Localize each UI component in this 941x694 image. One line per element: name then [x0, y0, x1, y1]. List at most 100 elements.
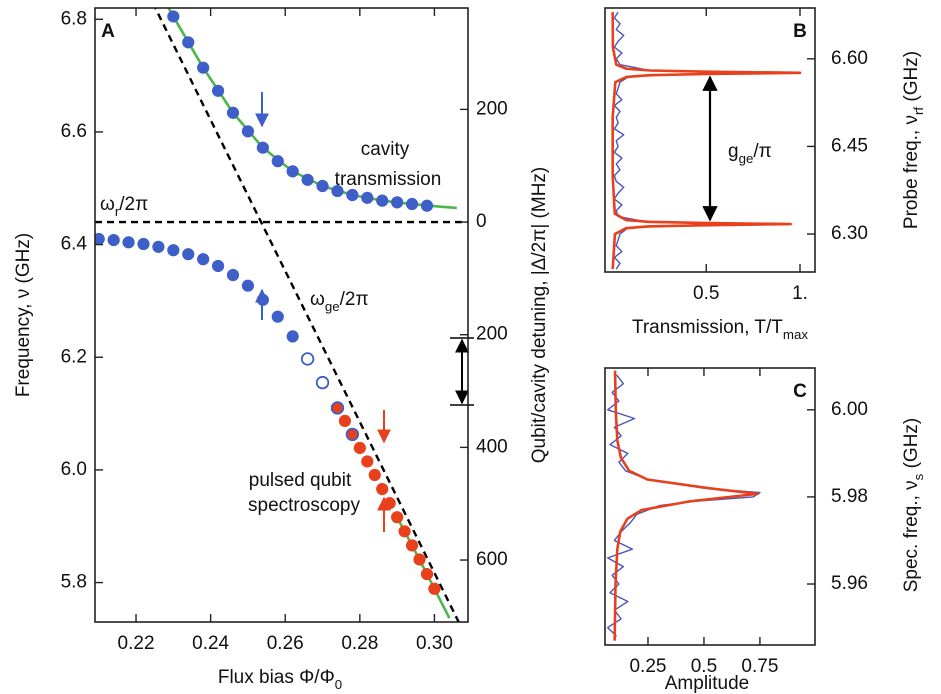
y-axis-label-part: s [911, 473, 926, 480]
frame [604, 367, 816, 646]
marker [167, 10, 180, 23]
y2-tick-label: 600 [476, 549, 508, 570]
y2-tick-label: 200 [476, 98, 508, 119]
y-tick-label: 6.60 [831, 48, 868, 69]
y-axis-label: Spec. freq., νs (GHz) [901, 418, 926, 593]
x-tick-label: 1. [792, 283, 808, 304]
y-tick-label: 6.0 [61, 459, 87, 480]
x-tick-label: 0.30 [416, 633, 453, 654]
annotation-part: r [115, 204, 120, 219]
y-tick-label: 6.6 [61, 121, 87, 142]
marker [383, 497, 396, 510]
y2-tick-label: 400 [476, 436, 508, 457]
y2-axis-label: Qubit/cavity detuning, |Δ/2π| (MHz) [529, 167, 550, 464]
plot-area [606, 370, 761, 641]
y2-tick-label: 0 [476, 211, 487, 232]
y-tick-label: 6.45 [831, 135, 868, 156]
marker [286, 330, 299, 343]
panel: 0.25 0.5 0.75 6.00 5.98 5.96 C Amplitude Spec. f… [604, 367, 926, 694]
marker [398, 525, 411, 538]
plot-area [95, 8, 468, 622]
frame [94, 7, 469, 623]
x-tick-label: 0.5 [693, 283, 719, 304]
open-marker [330, 401, 345, 415]
marker [301, 173, 314, 186]
x-tick-label: 0.22 [118, 633, 155, 654]
marker [107, 233, 120, 247]
y-axis-label-part: rf [911, 107, 926, 115]
annotation-part: ω [100, 194, 115, 215]
marker [346, 188, 359, 202]
marker [226, 268, 240, 282]
panel: 0.5 1. 6.60 6.45 6.30 B Transmission, T/Tmax Pr… [604, 7, 926, 342]
open-marker [315, 375, 330, 390]
frame [604, 7, 816, 273]
marker [405, 539, 419, 552]
marker [241, 279, 255, 292]
marker [413, 553, 426, 566]
marker [241, 125, 255, 138]
x-axis-label: Flux bias Φ/Φ0 [218, 667, 342, 692]
x-axis-label: Amplitude [665, 673, 750, 694]
x-tick-label: 0.25 [629, 656, 666, 677]
x-axis-label-part: max [783, 327, 808, 342]
y-axis-label: Probe freq., νrf (GHz) [901, 51, 926, 229]
marker [286, 165, 299, 178]
annotation-part: /2π [119, 194, 148, 215]
y-tick-label: 6.30 [831, 223, 868, 244]
annotation: spectroscopy [248, 495, 360, 516]
marker [197, 61, 210, 74]
y-axis-label-part: (GHz) [901, 51, 922, 107]
y-tick-label: 5.96 [831, 573, 868, 594]
x-tick-label: 0.24 [192, 633, 229, 654]
y-tick-label: 6.8 [61, 8, 87, 29]
marker [420, 199, 434, 212]
y-tick-label: 6.4 [61, 234, 88, 255]
y-tick-label: 5.8 [61, 572, 87, 593]
marker [197, 253, 210, 266]
y-axis-label: Frequency, ν (GHz) [13, 233, 34, 397]
marker [391, 511, 404, 524]
x-axis-label-part: Flux bias Φ/Φ [218, 667, 335, 688]
marker [182, 36, 195, 49]
marker [391, 196, 404, 209]
y-axis-label-part: (GHz) [901, 418, 922, 474]
open-marker [300, 352, 315, 366]
y-axis-label-part: Probe freq., ν [901, 115, 922, 229]
marker [182, 248, 195, 261]
annotation: ωge/2π [310, 289, 369, 314]
marker [226, 106, 240, 119]
arrows [255, 75, 718, 532]
annotation-part: g [728, 141, 739, 162]
x-axis-label-part: Transmission, T/T [632, 317, 783, 338]
panel-label: C [793, 381, 807, 402]
marker [256, 141, 269, 154]
marker [137, 237, 150, 251]
annotation-part: /2π [340, 289, 369, 310]
marker [420, 568, 434, 581]
panel-label: A [101, 21, 115, 42]
y-axis-label-part: Spec. freq., ν [901, 480, 922, 592]
annotation: pulsed qubit [249, 470, 352, 491]
annotation-part: /π [753, 141, 771, 162]
plot-area [611, 11, 802, 270]
annotation: transmission [335, 169, 442, 190]
x-tick-label: 0.26 [267, 633, 304, 654]
x-axis-label: Transmission, T/Tmax [632, 317, 808, 342]
marker [331, 184, 344, 198]
marker [211, 259, 225, 273]
x-axis-label-part: 0 [335, 677, 342, 692]
y-tick-label: 6.2 [61, 346, 87, 367]
annotation: gge/π [728, 141, 772, 166]
y-tick-label: 5.98 [831, 486, 868, 507]
marker [211, 84, 225, 97]
fit-line [611, 12, 802, 270]
marker [428, 582, 441, 595]
marker [271, 155, 284, 168]
annotation: ωr/2π [100, 194, 148, 219]
x-tick-label: 0.28 [341, 633, 378, 654]
marker [353, 441, 366, 455]
annotation: cavity [361, 139, 410, 160]
